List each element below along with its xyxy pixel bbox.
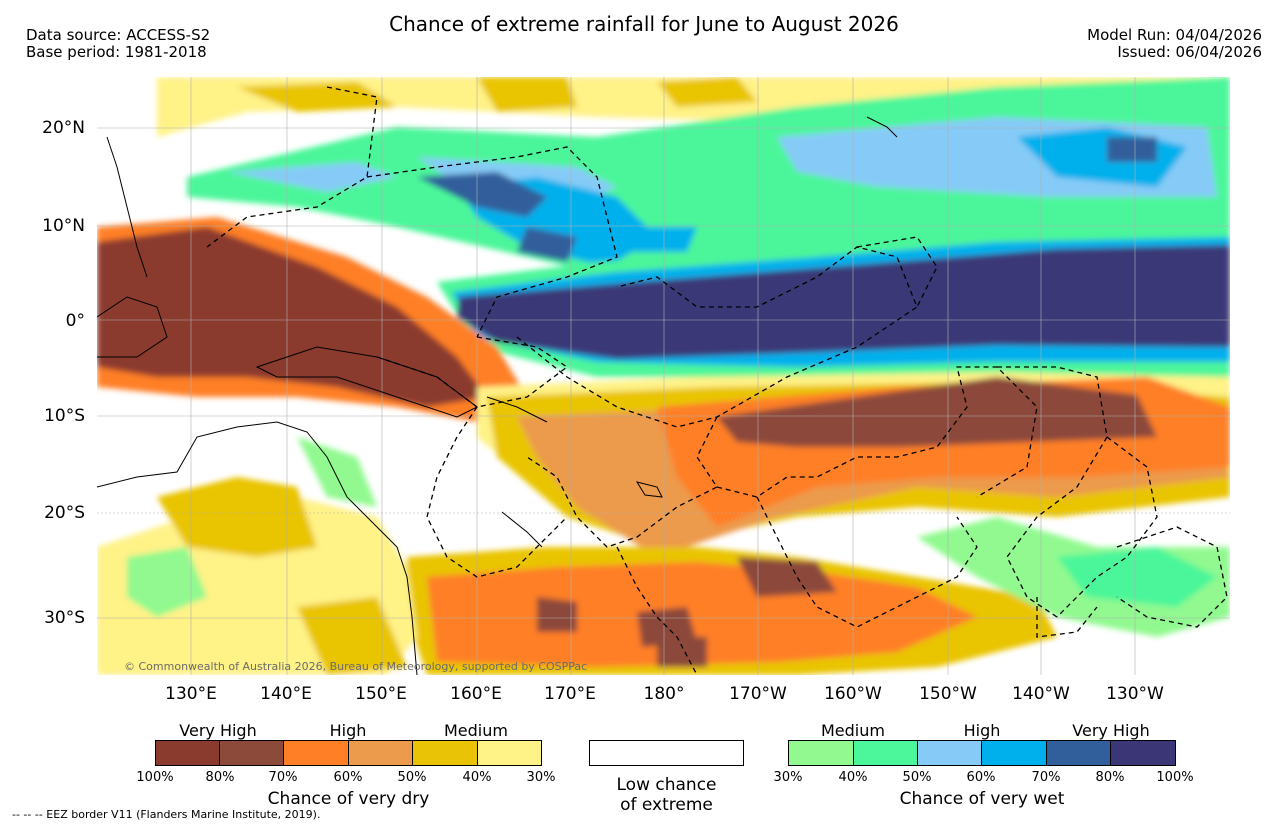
page-title: Chance of extreme rainfall for June to A…: [389, 12, 899, 36]
eez-note: -- -- -- EEZ border V11 (Flanders Marine…: [12, 808, 321, 821]
lon-label-130e: 130°E: [165, 684, 217, 704]
header-left: Data source: ACCESS-S2 Base period: 1981…: [26, 27, 210, 61]
dry-tick: 100%: [136, 770, 174, 785]
wet-level-veryhigh: Very High: [1072, 721, 1150, 740]
lat-label-10n: 10°N: [42, 216, 85, 236]
model-run: Model Run: 04/04/2026: [1087, 26, 1262, 44]
australia-dry-medium: [157, 477, 407, 675]
borneo-coast: [97, 296, 168, 358]
equator-wet-veryhigh: [457, 245, 1230, 359]
rainfall-map[interactable]: [97, 77, 1230, 675]
lon-label-160w: 160°W: [824, 684, 882, 704]
west-dry-veryhigh: [97, 227, 487, 407]
south-dry-veryhigh: [717, 377, 1157, 447]
wet-swatch-1: [788, 740, 854, 766]
wet-tick: 60%: [966, 770, 996, 785]
dry-caption: Chance of very dry: [267, 789, 430, 809]
dry-tick: 60%: [333, 770, 363, 785]
north-dry-medium: [237, 77, 757, 112]
dry-tick: 80%: [205, 770, 235, 785]
lon-label-130w: 130°W: [1106, 684, 1164, 704]
lon-label-140e: 140°E: [260, 684, 312, 704]
rainfall-fields: [97, 77, 1230, 675]
eez-borders: [206, 86, 1228, 675]
wet-level-medium: Medium: [821, 721, 885, 740]
low-chance-line1: Low chance: [616, 775, 717, 795]
map-credit: © Commonwealth of Australia 2026, Bureau…: [124, 660, 588, 673]
wet-tick: 70%: [1031, 770, 1061, 785]
graticule: [97, 77, 1230, 675]
dry-tick: 70%: [268, 770, 298, 785]
dry-swatch-6: [477, 740, 542, 766]
dry-tick: 30%: [526, 770, 556, 785]
wet-swatch-6: [1110, 740, 1176, 766]
wet-tick: 100%: [1156, 770, 1194, 785]
lon-label-150w: 150°W: [919, 684, 977, 704]
lat-label-20n: 20°N: [42, 118, 85, 138]
low-chance-caption: Low chance of extreme: [589, 775, 744, 815]
dry-swatch-4: [348, 740, 413, 766]
wet-level-high: High: [963, 721, 1001, 740]
dry-swatch-5: [412, 740, 478, 766]
wet-tick: 50%: [902, 770, 932, 785]
dry-level-high: High: [329, 721, 367, 740]
dry-swatch-1: [155, 740, 220, 766]
lat-label-0: 0°: [65, 311, 85, 331]
base-period: Base period: 1981-2018: [26, 43, 207, 61]
fiji-coast: [635, 481, 663, 498]
dry-swatch-2: [219, 740, 284, 766]
lon-label-140w: 140°W: [1012, 684, 1070, 704]
issued-date: Issued: 06/04/2026: [1117, 43, 1262, 61]
data-source: Data source: ACCESS-S2: [26, 26, 211, 44]
tasman-dry-veryhigh: [537, 557, 837, 667]
tasman-dry-high: [427, 562, 977, 667]
lon-label-150e: 150°E: [355, 684, 407, 704]
dry-tick: 40%: [462, 770, 492, 785]
dry-swatch-3: [283, 740, 349, 766]
wet-tick: 40%: [838, 770, 868, 785]
low-chance-swatch: [589, 740, 744, 766]
wet-swatch-3: [917, 740, 982, 766]
wet-swatch-5: [1046, 740, 1111, 766]
new-caledonia-coast: [501, 511, 543, 548]
australia-coast: [97, 421, 418, 675]
header-right: Model Run: 04/04/2026 Issued: 06/04/2026: [1087, 27, 1262, 61]
southeast-wet-mid: [1057, 547, 1217, 607]
hawaii-coast: [866, 116, 898, 138]
dry-level-medium: Medium: [444, 721, 508, 740]
lat-label-10s: 10°S: [44, 406, 85, 426]
australia-wet: [127, 437, 377, 617]
wet-tick: 80%: [1095, 770, 1125, 785]
north-wet-high: [457, 127, 1187, 267]
low-chance-line2: of extreme: [620, 795, 713, 815]
lon-label-170e: 170°E: [544, 684, 596, 704]
lat-label-30s: 30°S: [44, 608, 85, 628]
new-guinea-coast: [255, 346, 478, 418]
lon-label-160e: 160°E: [450, 684, 502, 704]
lon-label-180: 180°: [643, 684, 685, 704]
dry-tick: 50%: [397, 770, 427, 785]
solomon-coast: [486, 396, 548, 423]
wet-swatch-2: [853, 740, 918, 766]
wet-tick: 30%: [773, 770, 803, 785]
philippines-coast: [106, 136, 148, 278]
coastlines: [97, 116, 898, 675]
wet-caption: Chance of very wet: [899, 789, 1065, 809]
dry-level-veryhigh: Very High: [179, 721, 257, 740]
wet-swatch-4: [981, 740, 1047, 766]
lon-label-170w: 170°W: [729, 684, 787, 704]
lat-label-20s: 20°S: [44, 503, 85, 523]
